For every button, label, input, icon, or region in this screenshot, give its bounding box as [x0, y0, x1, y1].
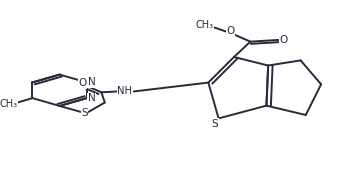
Text: N: N [88, 93, 95, 103]
Text: NH: NH [117, 86, 132, 96]
Text: S: S [212, 119, 219, 128]
Text: N: N [88, 77, 95, 87]
Text: O: O [226, 26, 234, 36]
Text: S: S [81, 108, 88, 118]
Text: CH₃: CH₃ [195, 20, 213, 30]
Text: O: O [280, 35, 288, 45]
Text: O: O [78, 78, 87, 88]
Text: CH₃: CH₃ [0, 99, 18, 109]
